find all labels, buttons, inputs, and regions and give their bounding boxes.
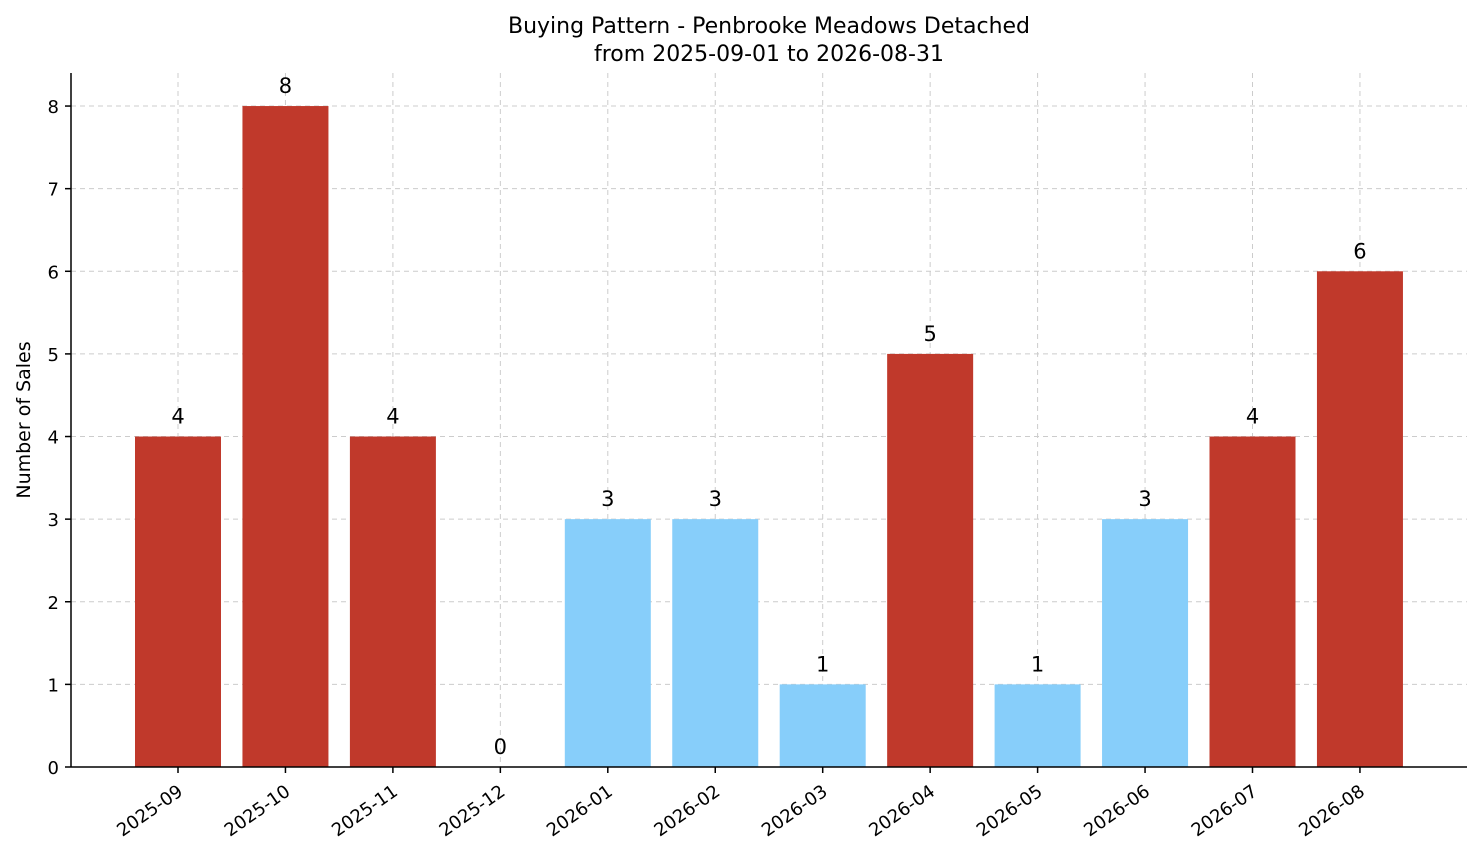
y-tick-label: 7 <box>48 180 59 201</box>
y-tick-label: 1 <box>48 675 59 696</box>
data-label: 5 <box>923 322 936 346</box>
y-tick-label: 4 <box>48 428 59 449</box>
x-tick-label: 2026-04 <box>865 781 939 841</box>
y-tick-label: 5 <box>48 345 59 366</box>
x-tick-label: 2025-12 <box>436 781 510 841</box>
x-tick-label: 2026-01 <box>543 781 617 841</box>
x-tick-label: 2026-02 <box>650 781 724 841</box>
bar <box>242 106 329 768</box>
y-tick-label: 6 <box>48 262 59 283</box>
y-ticks: 0 1 2 3 4 5 6 7 8 <box>48 97 71 779</box>
bar <box>564 519 651 767</box>
y-tick-label: 3 <box>48 510 59 531</box>
y-tick-label: 8 <box>48 97 59 118</box>
data-label: 6 <box>1353 239 1366 263</box>
data-label: 4 <box>386 405 399 429</box>
bars <box>135 106 1403 768</box>
chart-title: Buying Pattern - Penbrooke Meadows Detac… <box>508 14 1030 39</box>
bar <box>994 684 1081 767</box>
data-label: 1 <box>1031 652 1044 676</box>
x-tick-label: 2026-08 <box>1295 781 1369 841</box>
bar <box>1209 436 1296 767</box>
x-tick-label: 2026-07 <box>1188 781 1262 841</box>
bar <box>1316 271 1403 767</box>
y-tick-label: 2 <box>48 593 59 614</box>
data-label: 4 <box>1246 405 1259 429</box>
bar <box>1102 519 1189 767</box>
data-labels: 4 8 4 0 3 3 1 5 1 3 4 6 <box>171 74 1366 759</box>
data-label: 3 <box>601 487 614 511</box>
x-tick-label: 2026-05 <box>973 781 1047 841</box>
bar <box>349 436 436 767</box>
data-label: 1 <box>816 652 829 676</box>
bar <box>887 353 974 767</box>
x-tick-label: 2025-11 <box>328 781 402 841</box>
y-axis-label: Number of Sales <box>13 341 35 498</box>
bar <box>672 519 759 767</box>
data-label: 3 <box>709 487 722 511</box>
y-tick-label: 0 <box>48 758 59 779</box>
data-label: 3 <box>1138 487 1151 511</box>
x-tick-label: 2026-03 <box>758 781 832 841</box>
chart-subtitle: from 2025-09-01 to 2026-08-31 <box>594 42 944 67</box>
x-tick-label: 2026-06 <box>1080 781 1154 841</box>
bar <box>135 436 221 767</box>
data-label: 8 <box>279 74 292 98</box>
bar <box>779 684 866 767</box>
x-tick-label: 2025-09 <box>113 781 187 841</box>
data-label: 0 <box>494 735 507 759</box>
x-tick-label: 2025-10 <box>221 781 295 841</box>
data-label: 4 <box>171 405 184 429</box>
x-ticks: 2025-09 2025-10 2025-11 2025-12 2026-01 2026-… <box>113 767 1369 841</box>
